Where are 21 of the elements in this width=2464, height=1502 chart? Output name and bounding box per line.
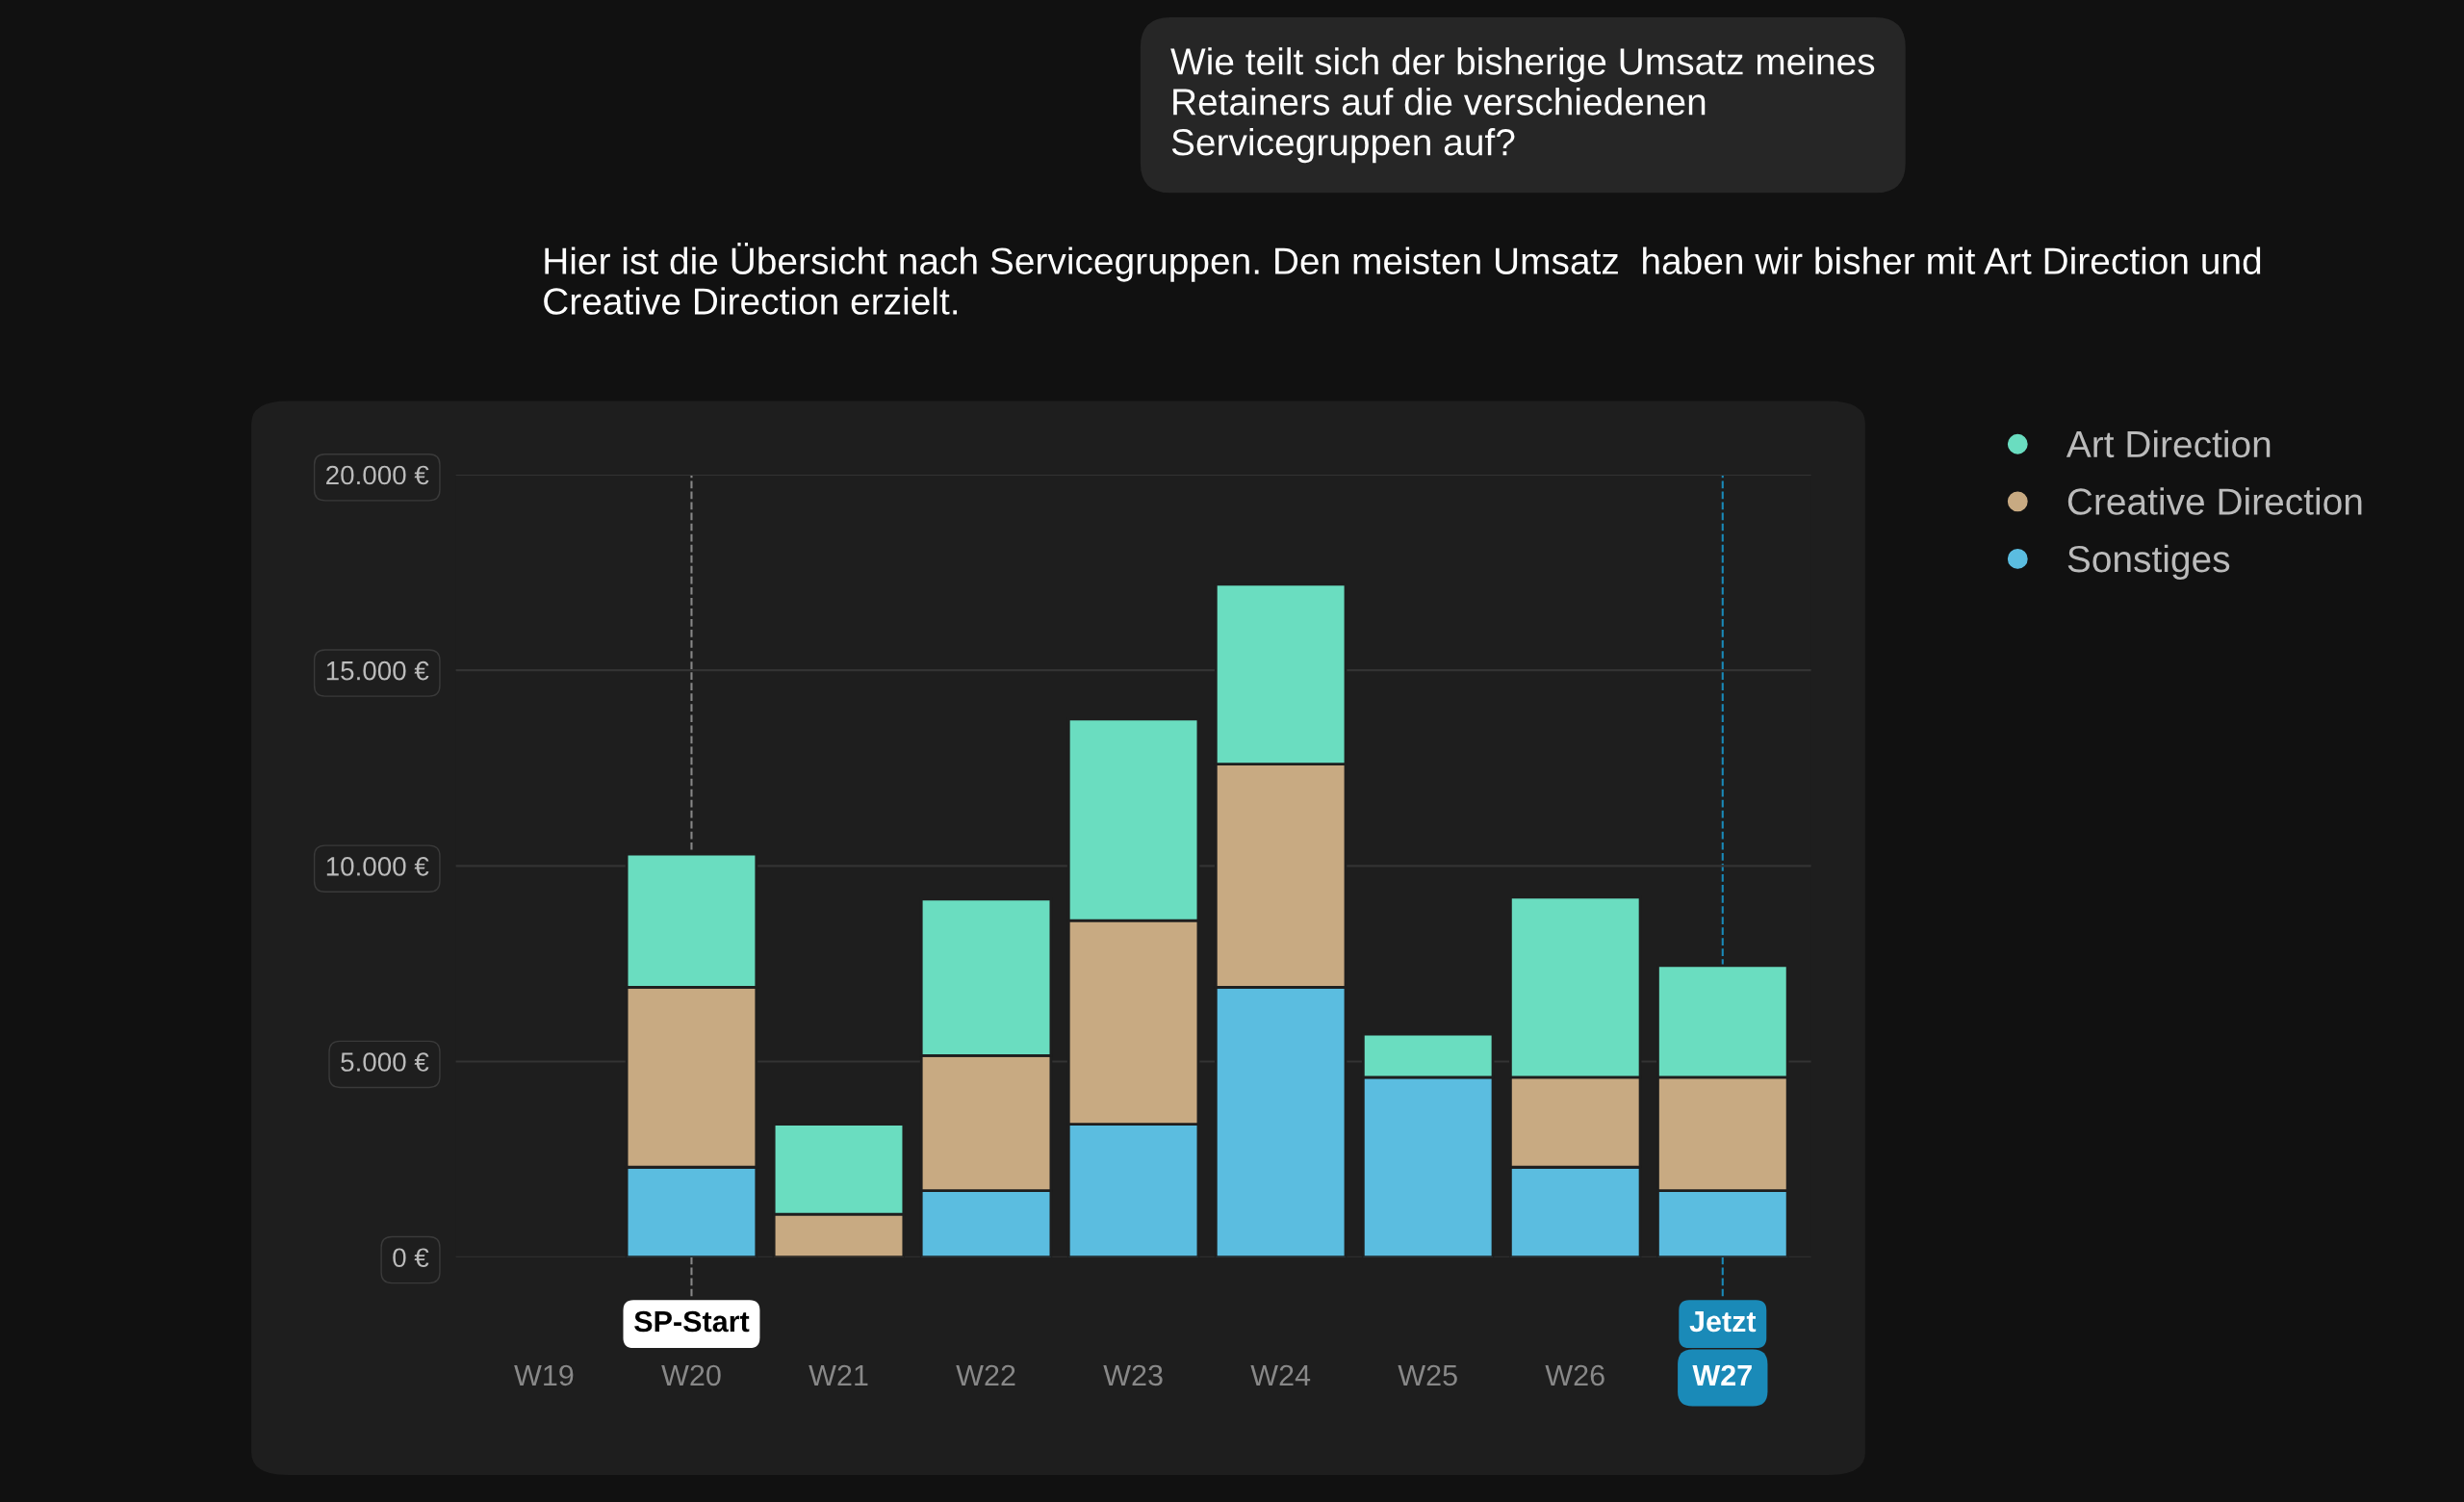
y-tick-label: 0 € <box>393 1248 429 1268</box>
ref-line-label: Jetzt <box>1689 1311 1757 1333</box>
x-tick-label: W23 <box>1103 1364 1163 1386</box>
y-tick-label: 20.000 € <box>326 465 429 485</box>
x-tick-label: W24 <box>1250 1364 1311 1385</box>
y-tick-label: 15.000 € <box>326 660 429 681</box>
legend-label: Creative Direction <box>2067 487 2362 515</box>
chart-subtitle: Hier ist die Übersicht nach Servicegruppen. Den meisten Umsatz haben wir bisher mit Art Direction und Creative Direction erzielt. <box>544 243 2261 315</box>
legend-label: Art Direction <box>2066 429 2271 458</box>
y-tick-label: 10.000 € <box>326 857 429 876</box>
x-tick-label: W22 <box>956 1364 1015 1385</box>
legend-label: Sonstiges <box>2067 544 2230 581</box>
x-tick-label: W27 <box>1692 1364 1752 1385</box>
x-tick-label: W20 <box>661 1364 721 1386</box>
x-tick-label: W25 <box>1398 1364 1457 1386</box>
chart-title: Wie teilt sich der bisherige Umsatz meines Retainers auf die verschiedenen Servicegruppen auf? <box>1170 47 1875 164</box>
ref-line-label: SP-Start <box>634 1310 750 1333</box>
x-tick-label: W19 <box>514 1364 574 1386</box>
y-tick-label: 5.000 € <box>341 1052 429 1072</box>
x-tick-label: W21 <box>808 1364 868 1385</box>
x-tick-label: W26 <box>1545 1364 1604 1386</box>
